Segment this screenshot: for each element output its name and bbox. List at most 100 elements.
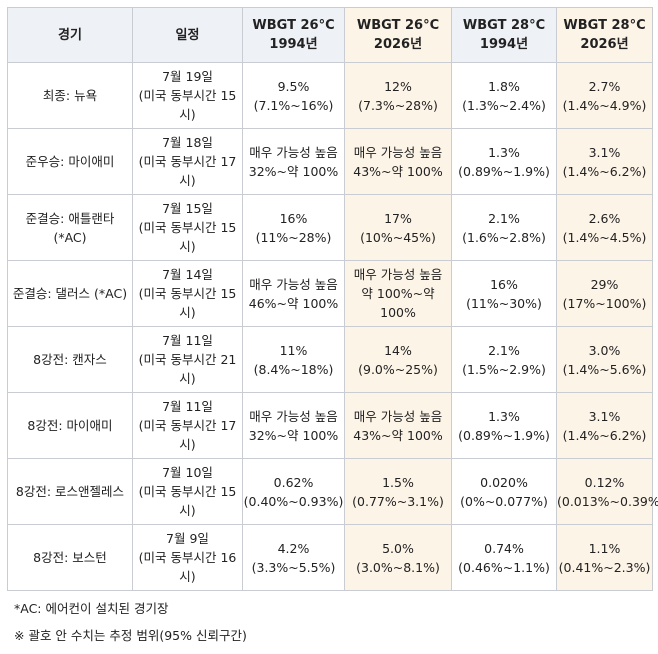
table-cell: 1.1% (0.41%~2.3%): [556, 524, 653, 591]
table-cell: 매우 가능성 높음 46%~약 100%: [242, 260, 345, 327]
cell-line: 2.1%: [488, 210, 520, 226]
cell-line: 12%: [384, 78, 412, 94]
table-cell: 준결승: 댈러스 (*AC): [7, 260, 133, 327]
cell-line: 1.8%: [488, 78, 520, 94]
cell-line: 0.74%: [484, 540, 524, 556]
table-cell: 12% (7.3%~28%): [344, 62, 452, 129]
cell-line: (0.89%~1.9%): [458, 163, 550, 179]
cell-line: 매우 가능성 높음: [353, 144, 443, 160]
cell-line: 17%: [384, 210, 412, 226]
cell-line: 2.6%: [588, 210, 621, 226]
table-cell: 매우 가능성 높음 약 100%~약 100%: [344, 260, 452, 327]
cell-line: (미국 동부시간 15시): [138, 286, 237, 320]
table-cell: 준우승: 마이애미: [7, 128, 133, 195]
table-cell: 16% (11%~30%): [451, 260, 557, 327]
table-cell: 최종: 뉴욕: [7, 62, 133, 129]
cell-line: (미국 동부시간 15시): [138, 484, 237, 518]
table-cell: 8강전: 캔자스: [7, 326, 133, 393]
table-cell: 0.62% (0.40%~0.93%): [242, 458, 345, 525]
cell-line: (9.0%~25%): [358, 361, 438, 377]
cell-line: (1.4%~6.2%): [562, 163, 647, 179]
table-cell: 0.020% (0%~0.077%): [451, 458, 557, 525]
cell-line: 7월 11일: [162, 399, 213, 414]
cell-line: 3.1%: [588, 144, 621, 160]
cell-line: 0.12%: [584, 474, 625, 490]
table-cell: 준결승: 애틀랜타 (*AC): [7, 194, 133, 261]
table-row: 8강전: 로스앤젤레스 7월 10일 (미국 동부시간 15시) 0.62% (0.40…: [7, 458, 658, 525]
table-cell: 매우 가능성 높음 32%~약 100%: [242, 392, 345, 459]
table-cell: 7월 19일 (미국 동부시간 15시): [132, 62, 243, 129]
cell-line: (11%~28%): [255, 229, 332, 245]
cell-line: (7.1%~16%): [253, 97, 334, 113]
cell-line: 7월 18일: [162, 135, 213, 150]
table-cell: 3.0% (1.4%~5.6%): [556, 326, 653, 393]
table-row: 준우승: 마이애미 7월 18일 (미국 동부시간 17시) 매우 가능성 높음 32%…: [7, 128, 653, 195]
cell-line: 2026년: [580, 37, 629, 52]
cell-line: (10%~45%): [360, 229, 436, 245]
cell-line: (미국 동부시간 15시): [138, 88, 237, 122]
cell-line: (미국 동부시간 16시): [138, 550, 237, 584]
cell-line: 43%~약 100%: [353, 163, 443, 179]
table-row: 최종: 뉴욕 7월 19일 (미국 동부시간 15시) 9.5% (7.1%~16%) 1…: [7, 62, 653, 129]
cell-line: 약 100%~약 100%: [361, 286, 435, 320]
cell-line: 7월 14일: [162, 267, 213, 282]
table-cell: 7월 10일 (미국 동부시간 15시): [132, 458, 243, 525]
table-cell: 29% (17%~100%): [556, 260, 653, 327]
table-row: 8강전: 마이애미 7월 11일 (미국 동부시간 17시) 매우 가능성 높음 32%…: [7, 392, 653, 459]
cell-line: (0.77%~3.1%): [352, 493, 444, 509]
cell-line: (1.4%~4.5%): [562, 229, 647, 245]
cell-line: 14%: [384, 342, 412, 358]
cell-line: 7월 10일: [162, 465, 213, 480]
cell-line: 1994년: [269, 37, 318, 52]
cell-line: (0.46%~1.1%): [458, 559, 550, 575]
cell-line: 2.7%: [588, 78, 621, 94]
cell-line: 9.5%: [277, 78, 310, 94]
cell-line: 3.0%: [588, 342, 621, 358]
table-row: 8강전: 캔자스 7월 11일 (미국 동부시간 21시) 11% (8.4%~18%)…: [7, 326, 653, 393]
cell-line: 46%~약 100%: [248, 295, 339, 311]
table-cell: 2.7% (1.4%~4.9%): [556, 62, 653, 129]
table-cell: 8강전: 보스턴: [7, 524, 133, 591]
cell-line: (1.4%~6.2%): [562, 427, 647, 443]
table-cell: 0.12% (0.013%~0.39%): [556, 458, 658, 525]
table-cell: 1.3% (0.89%~1.9%): [451, 128, 557, 195]
cell-line: 16%: [279, 210, 308, 226]
table: 경기 일정 WBGT 26°C 1994년 WBGT 26°C 2026년 WBGT 28°…: [7, 7, 658, 591]
table-cell: 0.74% (0.46%~1.1%): [451, 524, 557, 591]
cell-line: WBGT 26°C: [356, 18, 440, 33]
footnote: *AC: 에어컨이 설치된 경기장: [14, 601, 169, 616]
cell-line: 7월 9일: [166, 531, 209, 546]
cell-line: (3.3%~5.5%): [251, 559, 336, 575]
cell-line: 16%: [490, 276, 518, 292]
cell-line: 1.5%: [382, 474, 414, 490]
table-cell: 2.1% (1.6%~2.8%): [451, 194, 557, 261]
cell-line: (1.4%~4.9%): [562, 97, 647, 113]
table-cell: 7월 11일 (미국 동부시간 17시): [132, 392, 243, 459]
cell-line: (17%~100%): [562, 295, 647, 311]
table-cell: 7월 11일 (미국 동부시간 21시): [132, 326, 243, 393]
table-cell: 7월 9일 (미국 동부시간 16시): [132, 524, 243, 591]
cell-line: 매우 가능성 높음: [249, 276, 338, 292]
cell-line: (11%~30%): [466, 295, 542, 311]
header-cell: WBGT 26°C 2026년: [344, 7, 452, 63]
cell-line: (0.89%~1.9%): [458, 427, 550, 443]
table-cell: 매우 가능성 높음 32%~약 100%: [242, 128, 345, 195]
cell-line: (7.3%~28%): [358, 97, 438, 113]
cell-line: 29%: [590, 276, 619, 292]
table-cell: 16% (11%~28%): [242, 194, 345, 261]
footnote: ※ 괄호 안 수치는 추정 범위(95% 신뢰구간): [14, 628, 247, 643]
cell-line: (미국 동부시간 17시): [138, 154, 237, 188]
cell-line: 1.3%: [488, 144, 520, 160]
table-row: 준결승: 애틀랜타 (*AC) 7월 15일 (미국 동부시간 15시) 16% (11…: [7, 194, 653, 261]
header-cell: 경기: [7, 7, 133, 63]
table-cell: 매우 가능성 높음 43%~약 100%: [344, 128, 452, 195]
cell-line: (1.6%~2.8%): [462, 229, 546, 245]
header-cell: WBGT 26°C 1994년: [242, 7, 345, 63]
cell-line: 4.2%: [277, 540, 310, 556]
header-cell: WBGT 28°C 2026년: [556, 7, 653, 63]
table-row: 준결승: 댈러스 (*AC) 7월 14일 (미국 동부시간 15시) 매우 가능성 …: [7, 260, 653, 327]
table-row: 8강전: 보스턴 7월 9일 (미국 동부시간 16시) 4.2% (3.3%~5.5%…: [7, 524, 653, 591]
cell-line: WBGT 28°C: [563, 18, 646, 33]
cell-line: 2.1%: [488, 342, 520, 358]
